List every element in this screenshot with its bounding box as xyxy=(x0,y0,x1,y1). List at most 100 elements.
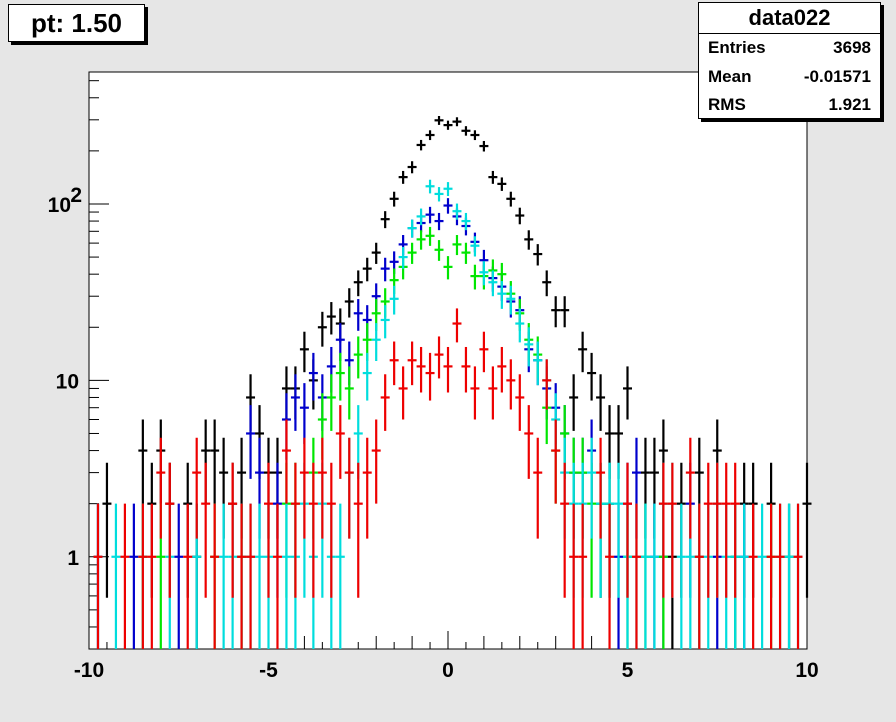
data-point xyxy=(183,503,193,649)
stats-row-mean: Mean -0.01571 xyxy=(699,63,880,92)
data-point xyxy=(398,170,408,184)
data-point xyxy=(461,242,471,264)
data-point xyxy=(272,503,282,649)
data-point xyxy=(596,437,606,539)
data-point xyxy=(434,336,444,379)
data-point xyxy=(623,366,632,420)
data-point xyxy=(120,503,130,649)
data-point xyxy=(533,244,543,266)
data-point xyxy=(371,242,381,264)
data-point xyxy=(246,503,256,649)
data-point xyxy=(578,331,588,373)
data-point xyxy=(443,182,453,197)
data-point xyxy=(614,462,624,598)
data-point xyxy=(353,462,363,598)
data-point xyxy=(344,437,354,539)
data-point xyxy=(524,230,534,250)
data-point xyxy=(264,462,273,598)
data-point xyxy=(578,503,588,649)
data-point xyxy=(649,503,659,649)
data-point xyxy=(488,270,498,297)
data-point xyxy=(425,226,435,246)
data-point xyxy=(317,311,327,347)
data-point xyxy=(542,270,552,297)
data-point xyxy=(757,503,767,649)
data-point xyxy=(631,503,641,649)
data-point xyxy=(452,308,462,343)
data-point xyxy=(147,503,157,649)
data-point xyxy=(587,352,597,401)
data-point xyxy=(308,462,318,598)
data-point xyxy=(497,346,507,393)
data-point xyxy=(515,374,525,431)
data-point xyxy=(174,503,184,649)
data-point xyxy=(748,503,758,649)
data-point xyxy=(434,212,444,231)
data-point xyxy=(488,366,498,420)
data-point xyxy=(219,503,229,649)
data-point xyxy=(371,419,381,504)
data-point xyxy=(201,462,211,598)
x-tick-label: -10 xyxy=(74,659,104,682)
data-point xyxy=(703,462,713,598)
data-point xyxy=(461,346,471,393)
data-point xyxy=(380,211,390,229)
stats-label: Mean xyxy=(708,66,752,86)
data-point xyxy=(210,503,220,649)
data-point xyxy=(479,261,489,286)
y-tick-label: 1 xyxy=(67,547,79,570)
data-point xyxy=(165,462,175,598)
data-point xyxy=(470,236,480,257)
data-point xyxy=(425,206,435,224)
data-point xyxy=(326,302,336,335)
data-point xyxy=(533,341,543,386)
data-point xyxy=(389,285,399,315)
data-point xyxy=(102,462,112,598)
stats-label: RMS xyxy=(708,95,746,114)
data-point xyxy=(551,296,561,328)
data-point xyxy=(443,346,453,393)
data-point xyxy=(416,346,426,393)
data-point xyxy=(551,419,561,504)
data-point xyxy=(694,503,704,649)
series-4 xyxy=(93,308,803,649)
stats-value: 1.921 xyxy=(828,95,871,114)
data-point xyxy=(407,242,417,264)
x-tick-label: -5 xyxy=(259,659,278,682)
data-point xyxy=(281,503,291,649)
data-point xyxy=(362,437,372,539)
data-point xyxy=(452,203,462,220)
data-point xyxy=(407,161,417,174)
data-point xyxy=(129,503,139,649)
data-point xyxy=(479,331,489,373)
data-point xyxy=(739,503,749,649)
y-tick-label: 10 xyxy=(56,370,79,393)
data-point xyxy=(515,207,525,225)
stats-value: 3698 xyxy=(833,38,871,57)
data-point xyxy=(389,341,399,386)
data-point xyxy=(506,191,516,207)
series-layer xyxy=(93,116,812,649)
data-point xyxy=(111,503,121,649)
data-point xyxy=(452,235,462,256)
data-point xyxy=(775,503,785,649)
data-point xyxy=(623,462,632,598)
data-point xyxy=(640,503,650,649)
data-point xyxy=(784,503,794,649)
data-point xyxy=(398,366,408,420)
data-point xyxy=(721,462,731,598)
data-point xyxy=(524,405,534,479)
y-tick-label-exponent: 2 xyxy=(70,184,82,207)
data-point xyxy=(676,503,686,649)
data-point xyxy=(326,374,336,431)
data-point xyxy=(380,257,390,282)
data-point xyxy=(712,462,722,598)
stats-row-entries: Entries 3698 xyxy=(699,34,880,63)
data-point xyxy=(228,462,238,598)
data-point xyxy=(461,126,471,136)
data-point xyxy=(299,331,309,373)
data-point xyxy=(344,288,354,318)
data-point xyxy=(290,374,300,431)
data-point xyxy=(443,256,453,280)
